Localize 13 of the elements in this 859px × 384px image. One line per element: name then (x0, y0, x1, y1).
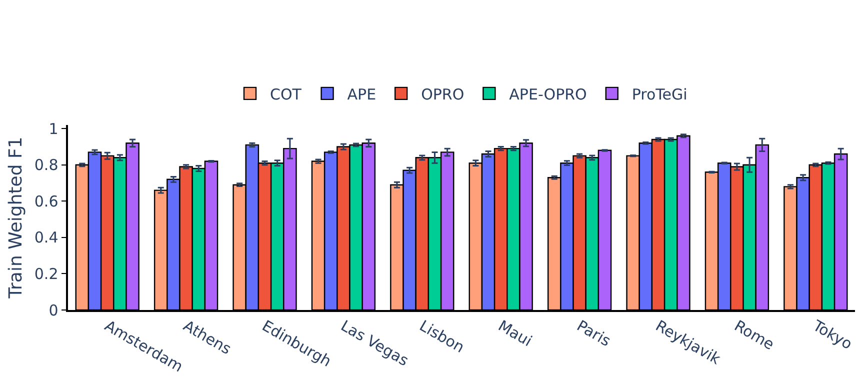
x-tick-label: Paris (574, 316, 614, 350)
y-tick-label: 1 (48, 120, 58, 138)
y-tick-label: 0.4 (34, 228, 58, 247)
legend-label: ProTeGi (632, 85, 688, 104)
legend-label: APE-OPRO (509, 85, 587, 104)
y-tick-label: 0.8 (34, 156, 58, 174)
y-axis-title: Train Weighted F1 (6, 136, 26, 300)
legend-label: COT (270, 85, 302, 104)
y-tick-label: 0 (48, 301, 58, 320)
y-tick-label: 0.2 (34, 264, 58, 283)
y-tick-label: 0.6 (34, 192, 58, 210)
legend-label: APE (347, 85, 376, 104)
legend-label: OPRO (421, 85, 464, 104)
